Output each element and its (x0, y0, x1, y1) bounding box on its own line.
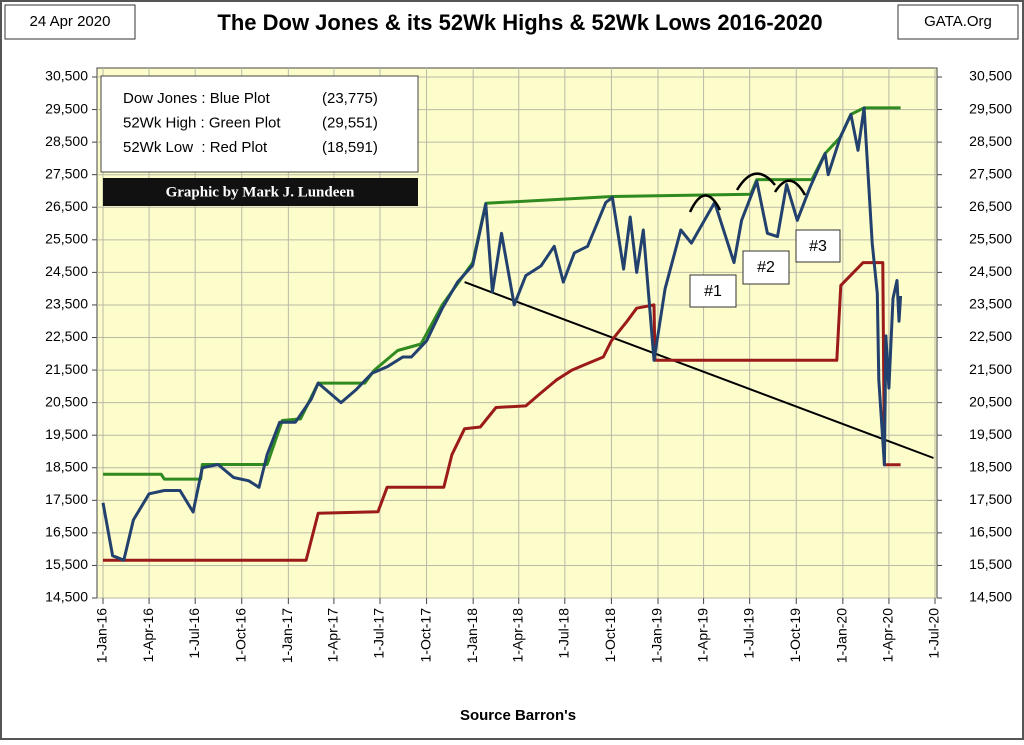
legend-entry: 52Wk Low : Red Plot (123, 139, 268, 156)
y-tick-label: 30,500 (45, 68, 88, 84)
x-tick-label: 1-Oct-16 (232, 608, 248, 663)
annotations: #1 #2 #3 (688, 172, 841, 308)
x-axis-label: Source Barron's (460, 707, 576, 724)
peak-arc (735, 172, 776, 191)
credit: Graphic by Mark J. Lundeen (166, 184, 355, 200)
y2-tick-label: 22,500 (969, 328, 1012, 344)
source-box (897, 4, 1019, 40)
y2-tick-label: 15,500 (969, 556, 1012, 572)
x-tick-label: 1-Jul-16 (186, 608, 202, 659)
date-label: 24 Apr 2020 (30, 13, 111, 30)
x-tick-label: 1-Apr-17 (325, 608, 341, 663)
y2-tick-label: 26,500 (969, 198, 1012, 214)
y2-tick-label: 28,500 (969, 133, 1012, 149)
y-tick-label: 25,500 (45, 231, 88, 247)
x-tick-label: 1-Jan-19 (649, 608, 665, 663)
x-tick-label: 1-Jul-20 (926, 608, 942, 659)
y-tick-label: 27,500 (45, 165, 88, 181)
y2-tick-label: 23,500 (969, 296, 1012, 312)
x-tick-label: 1-Jul-18 (556, 608, 572, 659)
x-tick-label: 1-Jan-18 (464, 608, 480, 663)
annotation-box (795, 229, 841, 263)
legend-value: (29,551) (322, 114, 378, 131)
chart-title: The Dow Jones & its 52Wk Highs & 52Wk Lo… (217, 10, 822, 35)
y-tick-label: 18,500 (45, 458, 88, 474)
x-tick-label: 1-Apr-16 (140, 608, 156, 663)
x-tick-label: 1-Oct-19 (787, 608, 803, 663)
y2-tick-label: 16,500 (969, 524, 1012, 540)
y-tick-label: 28,500 (45, 133, 88, 149)
y-tick-label: 23,500 (45, 296, 88, 312)
y-tick-label: 15,500 (45, 556, 88, 572)
annotation: #3 (809, 238, 827, 255)
y-tick-label: 21,500 (45, 361, 88, 377)
y-tick-label: 16,500 (45, 524, 88, 540)
legend-entry: Dow Jones : Blue Plot (123, 90, 271, 107)
legend-entry: 52Wk High : Green Plot (123, 114, 281, 131)
x-tick-label: 1-Jul-19 (740, 608, 756, 659)
y-tick-label: 20,500 (45, 393, 88, 409)
x-tick-label: 1-Apr-20 (880, 608, 896, 663)
y-tick-label: 17,500 (45, 491, 88, 507)
date-box (4, 4, 136, 40)
peak-arc (688, 194, 722, 213)
x-tick-label: 1-Oct-18 (602, 608, 618, 663)
series-line (103, 261, 901, 562)
legend-value: (23,775) (322, 90, 378, 107)
lines (101, 106, 934, 562)
x-tick-label: 1-Oct-17 (417, 608, 433, 663)
x-tick-label: 1-Apr-18 (509, 608, 525, 663)
y2-tick-label: 19,500 (969, 426, 1012, 442)
legend-value: (18,591) (322, 139, 378, 156)
annotation-box (689, 274, 737, 308)
x-tick-label: 1-Jan-16 (94, 608, 110, 663)
y2-tick-label: 18,500 (969, 458, 1012, 474)
y2-tick-label: 17,500 (969, 491, 1012, 507)
x-tick-label: 1-Jan-17 (279, 608, 295, 663)
annotation: #1 (704, 283, 722, 300)
y-tick-label: 24,500 (45, 263, 88, 279)
y-tick-label: 22,500 (45, 328, 88, 344)
y2-tick-label: 29,500 (969, 100, 1012, 116)
peak-arc (773, 179, 807, 196)
x-tick-label: 1-Jul-17 (371, 608, 387, 659)
y-tick-label: 14,500 (45, 589, 88, 605)
y2-tick-label: 30,500 (969, 68, 1012, 84)
y2-tick-label: 24,500 (969, 263, 1012, 279)
x-tick-label: 1-Apr-19 (694, 608, 710, 663)
y-tick-label: 29,500 (45, 100, 88, 116)
trend-line (464, 281, 934, 459)
annotation: #2 (757, 259, 775, 276)
legend: Dow Jones : Blue Plot (23,775) 52Wk High :… (123, 90, 378, 156)
y-tick-label: 26,500 (45, 198, 88, 214)
series-line (101, 106, 903, 562)
y-tick-label: 19,500 (45, 426, 88, 442)
source-label: GATA.Org (924, 13, 992, 30)
annotation-box (742, 250, 790, 285)
y2-tick-label: 21,500 (969, 361, 1012, 377)
y2-tick-label: 14,500 (969, 589, 1012, 605)
x-tick-label: 1-Jan-20 (834, 608, 850, 663)
y2-tick-label: 20,500 (969, 393, 1012, 409)
y2-tick-label: 27,500 (969, 165, 1012, 181)
legend-box (100, 75, 419, 173)
credit-box (103, 178, 418, 206)
y2-tick-label: 25,500 (969, 231, 1012, 247)
